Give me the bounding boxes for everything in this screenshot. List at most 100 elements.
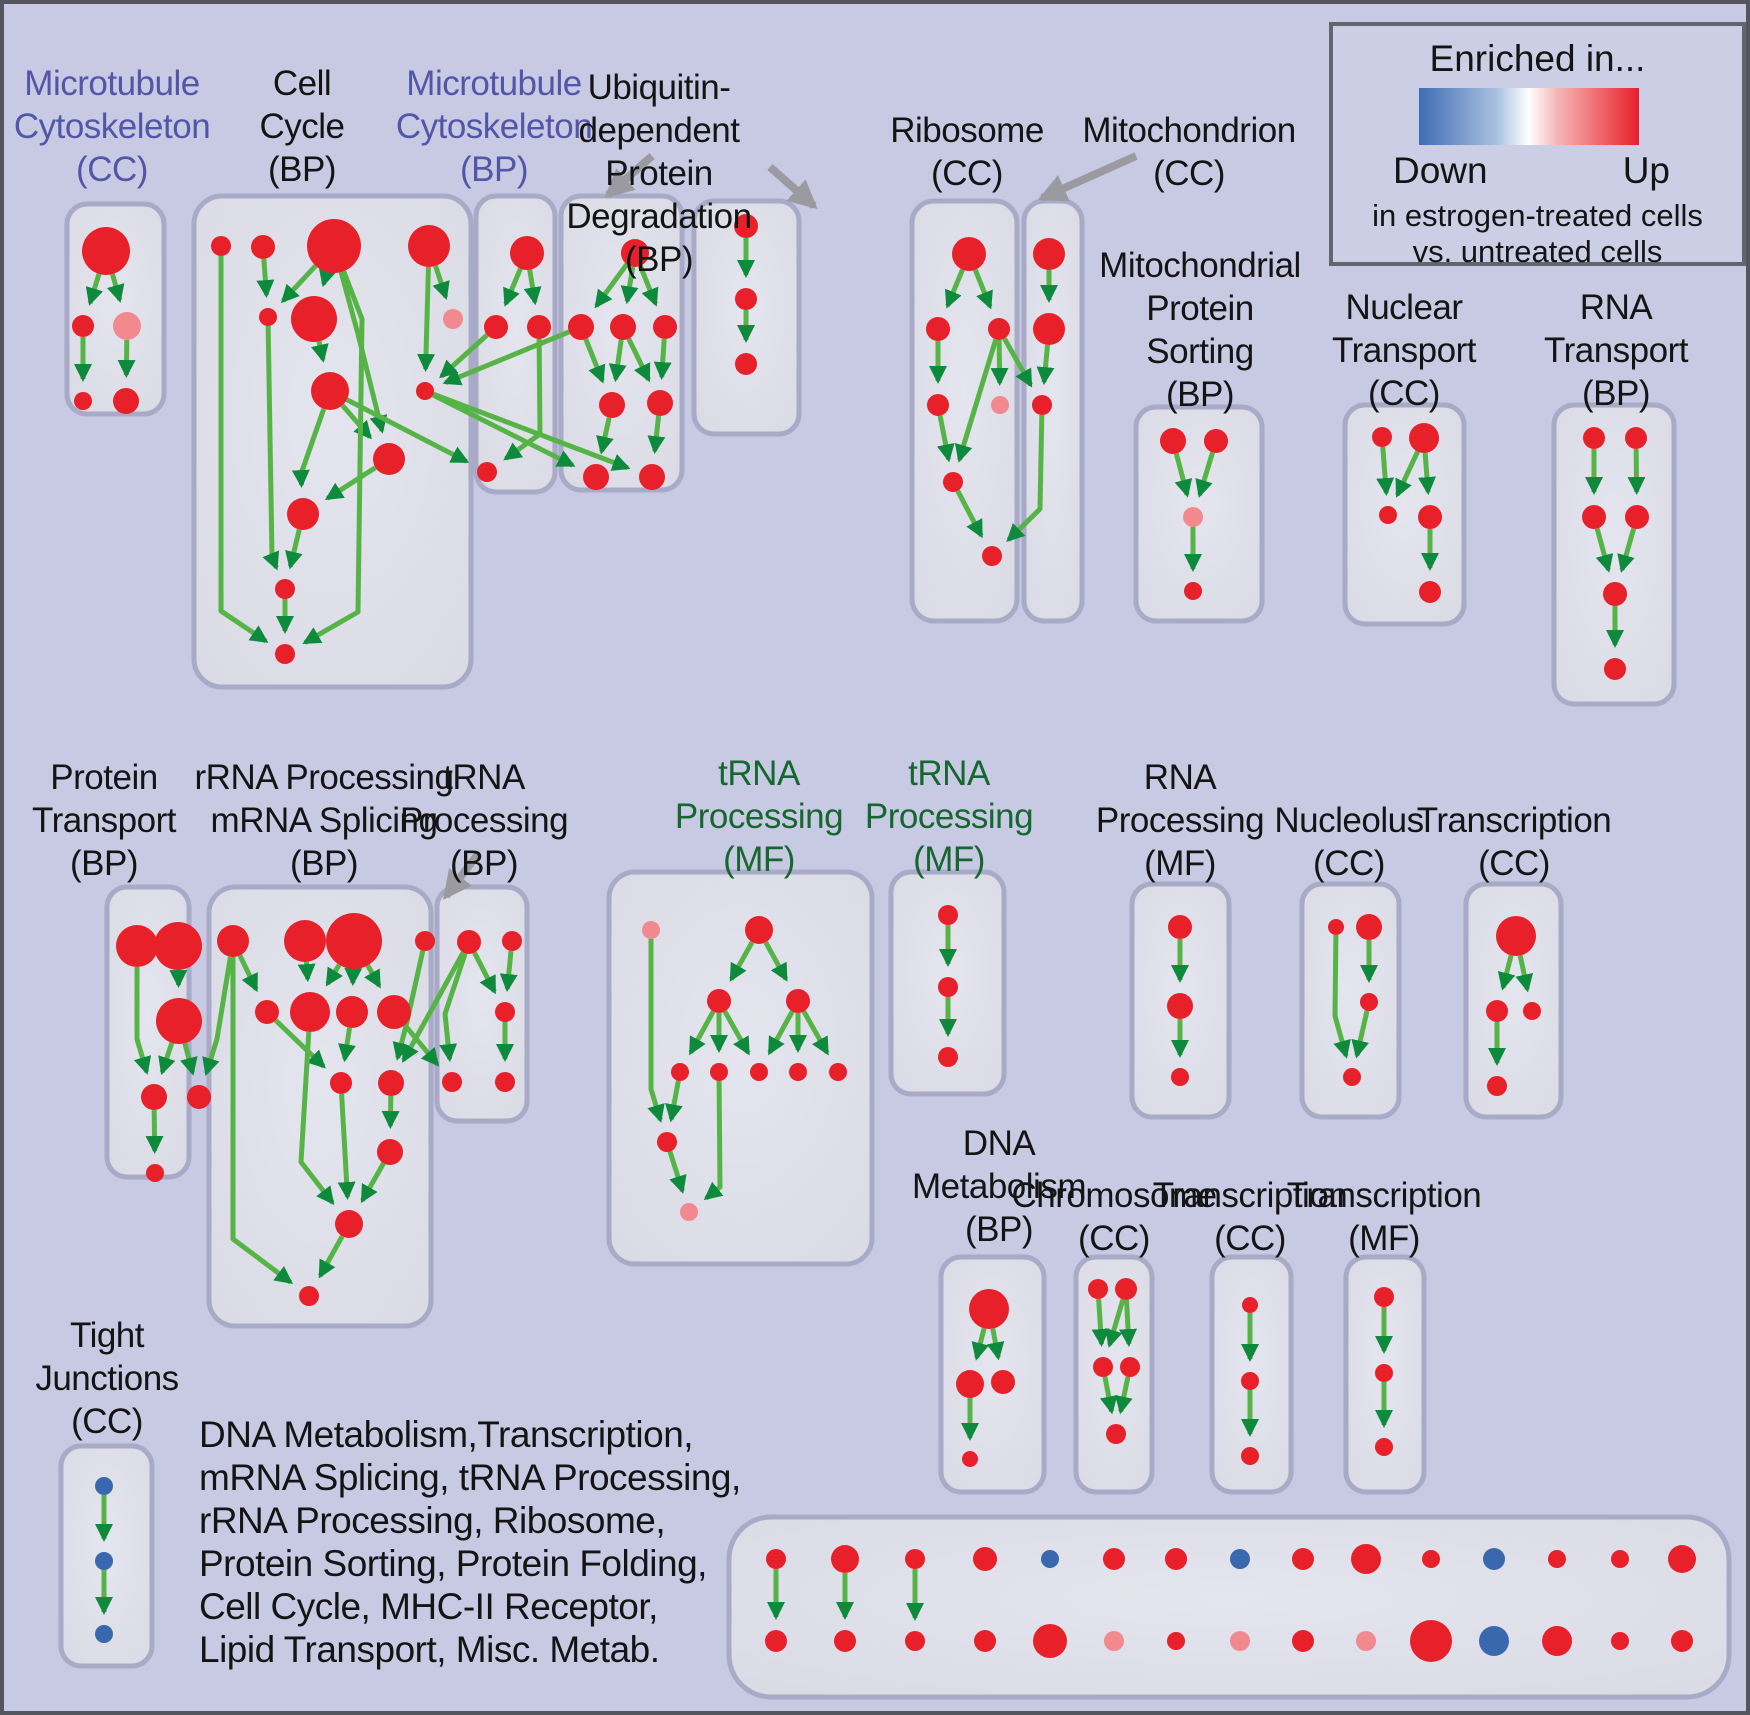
node-g5-red (671, 1063, 689, 1081)
node-j3-red (1360, 993, 1378, 1011)
node-bb10-pink (1356, 1631, 1376, 1651)
node-g1-pink (642, 921, 660, 939)
node-bt13-red (1548, 1550, 1566, 1568)
edge-e2-e3 (1105, 1298, 1126, 1348)
node-A4-red (74, 392, 92, 410)
node-c5-red (259, 308, 277, 326)
node-e3-red (1093, 1357, 1113, 1377)
node-w1-red (1374, 1287, 1394, 1307)
cluster-label-cell-cycle: Cell Cycle (BP) (259, 64, 345, 189)
edge-j1-j4 (1332, 934, 1351, 1059)
edge-x3-x8 (364, 964, 382, 989)
edge-x5-x9 (273, 1018, 326, 1069)
edge-u6-u8 (647, 415, 666, 455)
misc-categories-text: DNA Metabolism,Transcription, mRNA Splic… (199, 1414, 741, 1670)
node-k1-red (1496, 916, 1536, 956)
edge-A1-A2 (85, 273, 104, 306)
node-s3-pink (1183, 507, 1203, 527)
cluster-label-mitochondrion: Mitochondrion (CC) (1082, 111, 1296, 193)
node-r1-red (952, 237, 986, 271)
node-u2-red (568, 314, 594, 340)
node-bt15-red (1668, 1545, 1696, 1573)
annotation-arrow-1 (604, 153, 655, 199)
node-c7-pink (443, 309, 463, 329)
node-t2-red (1033, 313, 1065, 345)
node-m3-red (527, 315, 551, 339)
node-d3-red (991, 1370, 1015, 1394)
node-s1-red (1160, 428, 1186, 454)
node-i3-red (1171, 1068, 1189, 1086)
node-bb4-red (974, 1630, 996, 1652)
node-m2-red (484, 315, 508, 339)
legend-subtitle-1: in estrogen-treated cells (1372, 198, 1703, 233)
cluster-label-mito-protein-sorting: Mitochondrial Protein Sorting (BP) (1099, 246, 1301, 414)
node-b1-blue (95, 1477, 113, 1495)
edge-c4-c7 (432, 265, 450, 301)
edge-g5-g10 (665, 1080, 683, 1123)
node-v1-red (734, 214, 758, 238)
edge-d1-d3 (986, 1328, 1005, 1361)
node-bb8-pink (1230, 1631, 1250, 1651)
edge-u3-u6 (626, 337, 651, 383)
node-bt10-red (1351, 1544, 1381, 1574)
node-r2-red (926, 317, 950, 341)
node-bt11-red (1422, 1550, 1440, 1568)
edge-n2-n3 (1395, 450, 1420, 498)
edge-c3-c13 (302, 270, 365, 645)
node-A3-pink (113, 312, 141, 340)
node-m1-red (510, 236, 544, 270)
cluster-label-nuclear-transport: Nuclear Transport (CC) (1332, 288, 1476, 413)
node-f1-red (1242, 1297, 1258, 1313)
edge-e2-e4 (1119, 1299, 1138, 1348)
edge-s2-s3 (1195, 451, 1215, 498)
node-c1-red (211, 236, 231, 256)
edge-c9-u7 (431, 392, 576, 468)
node-s4-red (1184, 582, 1202, 600)
node-c9-red (416, 382, 434, 400)
edge-x1-p5 (202, 956, 233, 1076)
node-bb13-red (1542, 1626, 1572, 1656)
node-t1-red (1033, 238, 1065, 270)
node-bb2-red (834, 1630, 856, 1652)
edge-g2-g3 (729, 940, 755, 982)
node-x10-red (378, 1070, 404, 1096)
node-A2-red (72, 315, 94, 337)
edge-r3-r5 (990, 339, 1009, 387)
node-f3-red (1241, 1447, 1259, 1465)
node-r5-pink (991, 396, 1009, 414)
cluster-label-mt-bp: Microtubule Cytoskeleton (BP) (395, 64, 593, 189)
node-bb3-red (905, 1631, 925, 1651)
edge-s1-s3 (1173, 452, 1193, 498)
edge-t2-t3 (1036, 344, 1055, 386)
node-g2-red (745, 916, 773, 944)
edge-x12-x13 (317, 1235, 345, 1279)
node-g9-red (829, 1063, 847, 1081)
node-q2-red (1625, 427, 1647, 449)
node-e2-red (1115, 1278, 1137, 1300)
edge-x1-x13 (230, 957, 294, 1285)
node-p4-red (141, 1084, 167, 1110)
node-T4-red (442, 1072, 462, 1092)
node-m4-red (477, 462, 497, 482)
node-h2-red (938, 977, 958, 997)
edge-x8-T4 (402, 1023, 440, 1067)
cluster-label-nucleolus: Nucleolus (CC) (1274, 801, 1424, 883)
node-g6-red (710, 1063, 728, 1081)
node-c4-red (408, 225, 450, 267)
cluster-box-rrna-processing (206, 884, 434, 1329)
node-e4-red (1120, 1357, 1140, 1377)
node-g10-red (657, 1132, 677, 1152)
edge-u5-u7 (596, 417, 614, 455)
edge-x6-x12 (298, 1031, 335, 1206)
node-c12-red (275, 579, 295, 599)
node-e5-red (1106, 1424, 1126, 1444)
edge-e4-e5 (1114, 1376, 1133, 1415)
legend-box: Enriched in... Down Up in estrogen-treat… (1329, 22, 1746, 269)
edge-m1-m3 (523, 269, 542, 306)
edge-u2-u5 (583, 338, 606, 384)
node-bt14-red (1611, 1550, 1629, 1568)
edge-c3-c6 (318, 267, 337, 288)
node-g7-red (750, 1063, 768, 1081)
cluster-label-trna-mf-1: tRNA Processing (MF) (674, 754, 844, 879)
cluster-label-ubiquitin: Ubiquitin- dependent Protein Degradation… (566, 68, 752, 279)
